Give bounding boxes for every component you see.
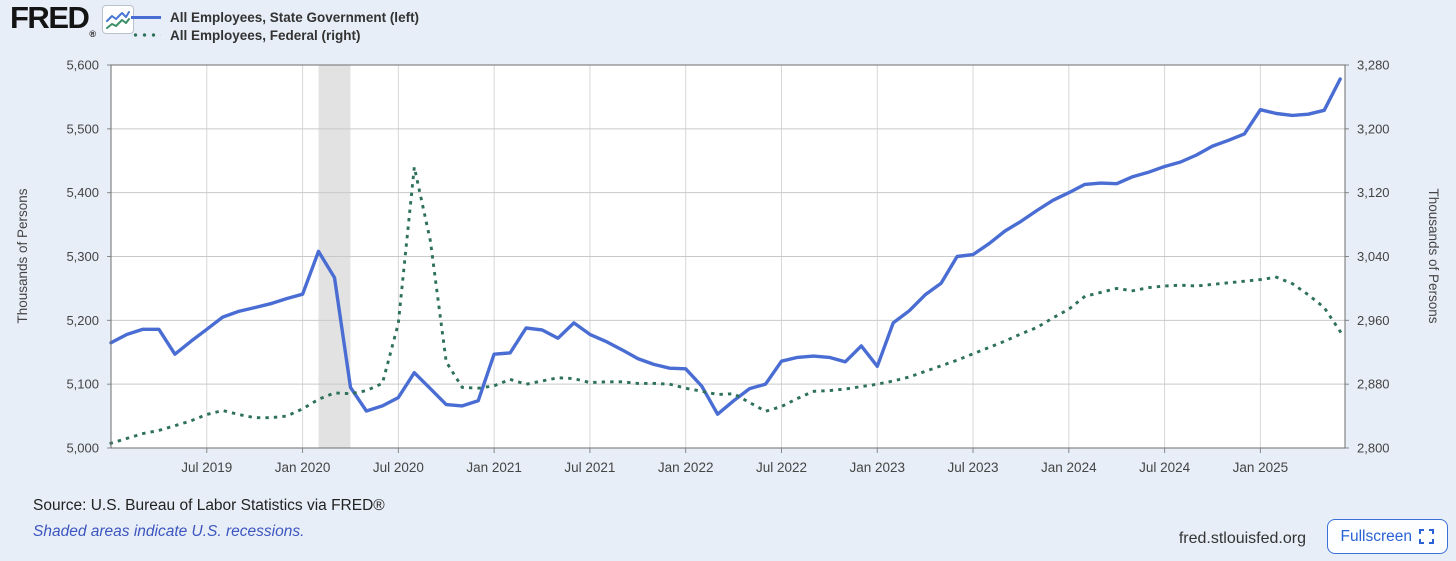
- plot-border: [110, 64, 1346, 449]
- fullscreen-button-label: Fullscreen: [1340, 527, 1413, 545]
- y-axis-right-title: Thousands of Persons: [1426, 188, 1441, 323]
- svg-text:Jul 2022: Jul 2022: [756, 460, 807, 475]
- chart-plot-area[interactable]: 5,000 5,100 5,200 5,300 5,400 5,500 5,600 2,800…: [0, 0, 1456, 510]
- svg-text:Jul 2020: Jul 2020: [373, 460, 424, 475]
- y-axis-right-labels: 2,800 2,880 2,960 3,040 3,120 3,200 3,280: [1357, 58, 1390, 456]
- svg-text:2,880: 2,880: [1357, 377, 1390, 392]
- fullscreen-button[interactable]: Fullscreen: [1326, 519, 1448, 554]
- state-government-line: [109, 77, 1342, 416]
- svg-text:Jan 2024: Jan 2024: [1041, 460, 1097, 475]
- fullscreen-expand-icon: [1419, 529, 1434, 544]
- svg-text:Jan 2023: Jan 2023: [849, 460, 905, 475]
- dotted-line-swatch: [131, 33, 161, 37]
- solid-line-swatch: [131, 15, 161, 19]
- legend-label-federal: All Employees, Federal (right): [170, 27, 361, 43]
- legend-label-state-government: All Employees, State Government (left): [170, 9, 420, 25]
- y-axis-ticks: [107, 64, 1349, 449]
- svg-text:Jul 2019: Jul 2019: [181, 460, 232, 475]
- svg-text:3,280: 3,280: [1357, 58, 1390, 73]
- svg-text:2,800: 2,800: [1357, 441, 1390, 456]
- svg-text:5,500: 5,500: [66, 121, 99, 136]
- svg-text:Jul 2024: Jul 2024: [1139, 460, 1191, 475]
- svg-text:5,100: 5,100: [66, 377, 99, 392]
- fred-site-link[interactable]: fred.stlouisfed.org: [1178, 530, 1306, 547]
- svg-text:5,300: 5,300: [66, 249, 99, 264]
- legend-item-state-government[interactable]: All Employees, State Government (left): [131, 8, 419, 26]
- recession-note-link[interactable]: Shaded areas indicate U.S. recessions.: [33, 523, 305, 540]
- svg-text:3,040: 3,040: [1357, 249, 1390, 264]
- svg-text:Jan 2025: Jan 2025: [1233, 460, 1289, 475]
- legend-item-federal[interactable]: All Employees, Federal (right): [131, 26, 419, 44]
- x-axis-ticks: [206, 448, 1261, 453]
- svg-text:5,000: 5,000: [66, 441, 99, 456]
- fred-logo-text: FRED®: [10, 0, 97, 39]
- source-text: Source: U.S. Bureau of Labor Statistics …: [33, 497, 385, 514]
- svg-text:3,120: 3,120: [1357, 185, 1390, 200]
- x-axis-labels: Jul 2019 Jan 2020 Jul 2020 Jan 2021 Jul 2021…: [181, 460, 1288, 475]
- svg-text:Jul 2021: Jul 2021: [564, 460, 615, 475]
- svg-text:Jan 2021: Jan 2021: [466, 460, 522, 475]
- registered-trademark: ®: [89, 29, 97, 39]
- federal-line: [109, 166, 1343, 446]
- svg-text:5,400: 5,400: [66, 185, 99, 200]
- svg-text:5,600: 5,600: [66, 58, 99, 73]
- fred-logo[interactable]: FRED®: [10, 0, 135, 49]
- svg-text:Jan 2022: Jan 2022: [658, 460, 714, 475]
- svg-text:2,960: 2,960: [1357, 313, 1390, 328]
- y-axis-left-labels: 5,000 5,100 5,200 5,300 5,400 5,500 5,600: [66, 58, 99, 456]
- y-axis-left-title: Thousands of Persons: [15, 188, 30, 323]
- legend: All Employees, State Government (left) A…: [131, 8, 419, 44]
- svg-text:Jul 2023: Jul 2023: [948, 460, 999, 475]
- svg-text:Jan 2020: Jan 2020: [275, 460, 331, 475]
- line-chart-icon: [102, 5, 135, 34]
- svg-text:3,200: 3,200: [1357, 121, 1390, 136]
- svg-text:5,200: 5,200: [66, 313, 99, 328]
